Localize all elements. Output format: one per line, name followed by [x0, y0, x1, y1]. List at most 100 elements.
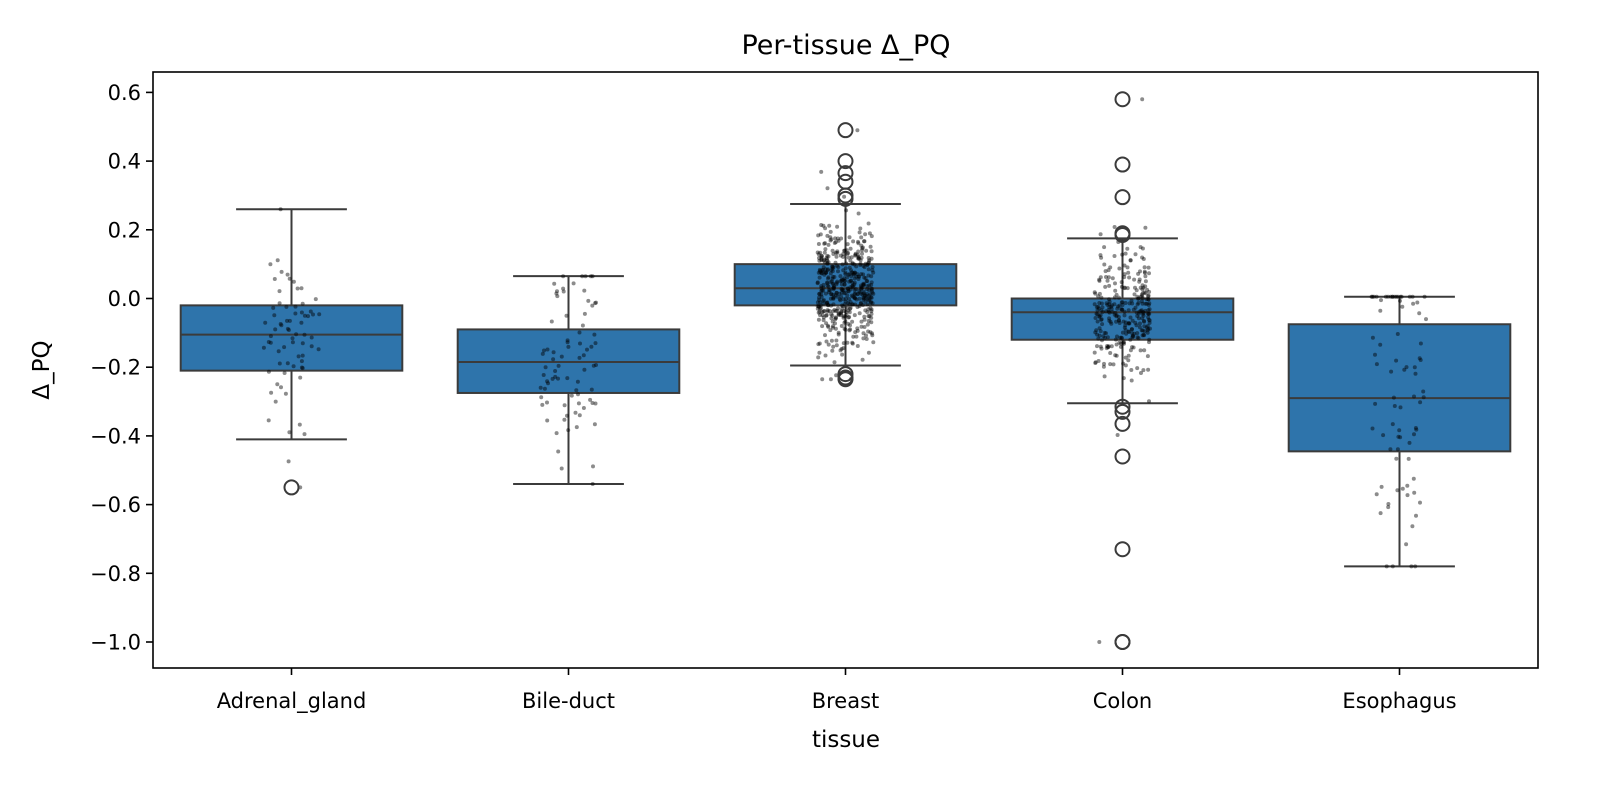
data-point [852, 280, 857, 285]
data-point [818, 300, 822, 305]
data-point [1146, 315, 1151, 320]
data-point [1390, 422, 1395, 427]
data-point [1378, 511, 1383, 516]
data-point [1117, 303, 1122, 308]
data-point [860, 248, 864, 253]
data-point [864, 279, 869, 284]
data-point [829, 338, 834, 343]
data-point [272, 313, 277, 318]
outlier-point [1114, 398, 1131, 415]
outlier-point [837, 122, 854, 139]
data-point [832, 241, 837, 245]
data-point [275, 258, 280, 263]
data-point [1107, 318, 1112, 323]
data-point [577, 330, 582, 335]
data-point [853, 296, 857, 301]
data-point [302, 313, 307, 318]
data-point [566, 428, 571, 433]
data-point [821, 258, 826, 263]
data-point [838, 348, 843, 353]
data-point [855, 292, 860, 296]
data-point [816, 233, 821, 238]
data-point [1410, 294, 1415, 299]
data-point [590, 401, 595, 405]
data-point [1395, 332, 1400, 336]
data-point [278, 207, 283, 212]
data-point [826, 260, 831, 265]
data-point [861, 281, 866, 286]
data-point [1106, 309, 1111, 314]
data-point [1137, 277, 1142, 282]
data-point [856, 239, 860, 244]
data-point [841, 254, 845, 259]
data-point [839, 286, 844, 291]
data-point [1125, 286, 1130, 291]
data-point [844, 310, 849, 314]
data-point [1127, 275, 1132, 280]
data-point [1402, 367, 1407, 372]
data-point [859, 255, 864, 260]
data-point [828, 229, 833, 234]
data-point [559, 466, 564, 471]
data-point [1138, 269, 1142, 274]
data-point [855, 252, 860, 257]
data-point [1144, 325, 1149, 330]
data-point [816, 355, 821, 360]
data-point [1104, 275, 1108, 279]
data-point [1412, 432, 1416, 437]
data-point [539, 395, 544, 400]
data-point [1386, 505, 1391, 510]
y-tick-label: −0.2 [90, 356, 141, 380]
data-point [852, 262, 857, 267]
data-point [821, 265, 826, 270]
data-point [1139, 371, 1143, 375]
data-point [866, 307, 871, 312]
data-point [593, 341, 598, 346]
data-point [1143, 308, 1148, 313]
data-point [1096, 294, 1101, 299]
data-point [845, 340, 850, 345]
data-point [817, 292, 822, 297]
data-point [1098, 232, 1103, 237]
data-point [835, 294, 840, 299]
data-point [825, 323, 830, 328]
data-point [862, 325, 867, 329]
data-point [1121, 340, 1126, 345]
data-point [850, 319, 855, 324]
data-point [1137, 309, 1142, 314]
data-point [1413, 371, 1418, 376]
data-point [826, 284, 831, 289]
data-point [834, 343, 839, 348]
data-point [842, 276, 847, 281]
data-point [867, 283, 872, 288]
outlier-point [1114, 541, 1131, 558]
data-point [1373, 352, 1377, 357]
data-point [273, 327, 278, 332]
data-point [819, 257, 824, 262]
data-point [1125, 265, 1130, 270]
data-point [1121, 319, 1126, 324]
data-point [1417, 356, 1422, 361]
data-point [1121, 376, 1126, 381]
data-point [853, 252, 858, 257]
data-point [1414, 513, 1418, 518]
data-point [863, 299, 868, 304]
data-point [823, 270, 828, 275]
data-point [841, 304, 845, 309]
data-point [836, 330, 841, 335]
data-point [828, 288, 833, 293]
data-point [1126, 308, 1131, 313]
data-point [1098, 313, 1103, 318]
data-point [1130, 345, 1134, 350]
data-point [1138, 294, 1143, 299]
data-point [830, 348, 835, 353]
data-point [1142, 270, 1147, 275]
data-point [858, 226, 863, 231]
data-point [831, 344, 836, 349]
data-point [842, 291, 847, 296]
data-point [846, 288, 851, 293]
data-point [826, 324, 831, 329]
data-point [850, 302, 855, 307]
data-point [867, 314, 872, 319]
data-point [1139, 299, 1144, 304]
